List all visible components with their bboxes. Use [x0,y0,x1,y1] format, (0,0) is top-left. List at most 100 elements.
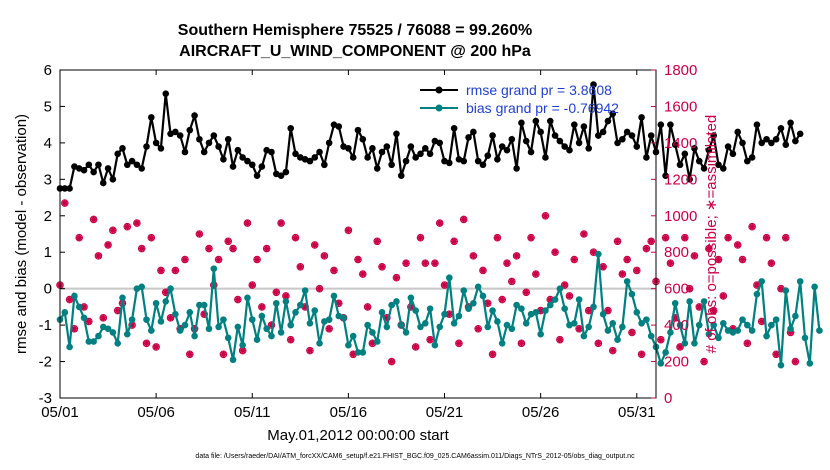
obs-possible-point [104,241,112,249]
obs-assimilated-point [321,252,328,260]
obs-possible-point [219,350,228,359]
obs-possible-point [373,237,382,246]
obs-assimilated-point [104,241,112,249]
bias-point [157,318,165,325]
obs-assimilated-point [498,296,506,303]
obs-possible-point [75,233,84,242]
obs-assimilated-point [152,343,160,351]
y-tick-label-left: 4 [44,135,52,152]
obs-possible-point [229,244,237,253]
bias-point [484,323,492,331]
bias-point [316,340,323,347]
obs-possible-point [517,339,526,348]
obs-assimilated-point [268,321,275,329]
y-tick-label-right: 1400 [664,135,697,152]
obs-assimilated-point [537,307,544,314]
obs-possible-point [498,295,506,304]
rmse-point [518,119,525,127]
legend-bias-marker [435,104,443,112]
obs-assimilated-point [633,267,640,274]
rmse-point [282,168,290,176]
obs-assimilated-point [210,281,218,289]
bias-point [248,316,256,323]
obs-assimilated-point [71,325,78,332]
obs-assimilated-point [277,219,285,227]
obs-assimilated-point [782,234,789,241]
obs-assimilated-point [239,347,246,354]
rmse-point [364,154,371,161]
obs-possible-point [719,292,728,300]
rmse-point [148,114,155,121]
obs-assimilated-point [479,267,487,274]
bias-point [402,329,410,336]
bias-point [585,323,593,331]
bias-point [128,316,136,323]
bias-point [349,332,357,340]
bias-point [258,312,266,320]
bias-point [628,290,636,298]
obs-possible-point [214,255,223,264]
obs-possible-point [493,233,502,242]
obs-possible-point [387,357,396,366]
rmse-point [152,139,160,147]
obs-possible-point [296,263,305,271]
bias-point [330,292,338,300]
obs-possible-point [580,230,588,238]
footer-file-path: data file: /Users/raeder/DAI/ATM_forcXX/… [195,453,635,460]
rmse-point [498,143,506,150]
rmse-point [628,132,636,139]
obs-assimilated-point [518,340,525,347]
bias-point [638,319,645,327]
bias-point [446,274,453,282]
obs-possible-point [402,259,410,267]
obs-assimilated-point [100,314,107,322]
rmse-point [537,128,544,136]
rmse-point [123,161,131,169]
bias-point [268,332,275,340]
bias-point [172,310,179,318]
obs-assimilated-point [441,281,448,289]
rmse-point [739,139,746,147]
obs-possible-point [200,310,208,318]
obs-possible-point [541,211,550,220]
obs-assimilated-point [619,270,626,278]
rmse-point [220,155,227,163]
obs-possible-point [248,281,257,289]
obs-possible-point [469,252,478,260]
bias-point [66,343,73,351]
obs-assimilated-point [80,303,88,311]
obs-assimilated-point [200,310,208,318]
obs-possible-point [157,266,165,275]
bias-point [191,332,198,340]
obs-assimilated-point [388,358,395,365]
obs-assimilated-point [196,230,203,238]
obs-assimilated-point [585,307,592,314]
bias-point [176,327,184,334]
bias-point [143,316,150,323]
y-tick-label-left: -3 [39,390,52,407]
obs-assimilated-point [724,234,732,241]
rmse-point [450,125,458,132]
bias-point [186,309,194,316]
rmse-point [417,150,424,158]
bias-point [104,325,112,333]
obs-possible-point [224,237,233,246]
obs-assimilated-point [412,343,419,351]
rmse-point [719,165,727,172]
obs-assimilated-point [186,351,193,358]
obs-assimilated-point [215,256,222,263]
rmse-point [196,135,203,143]
rmse-point [321,161,328,169]
obs-assimilated-point [383,314,391,322]
rmse-point [748,154,756,161]
obs-assimilated-point [253,256,261,263]
obs-possible-point [459,215,468,224]
obs-assimilated-point [162,289,169,296]
chart-title-line1: Southern Hemisphere 75525 / 76088 = 99.2… [178,22,532,39]
rmse-point [503,146,511,154]
obs-possible-point [604,306,612,315]
rmse-point [133,161,141,169]
rmse-point [239,154,246,161]
obs-assimilated-point [325,325,333,332]
